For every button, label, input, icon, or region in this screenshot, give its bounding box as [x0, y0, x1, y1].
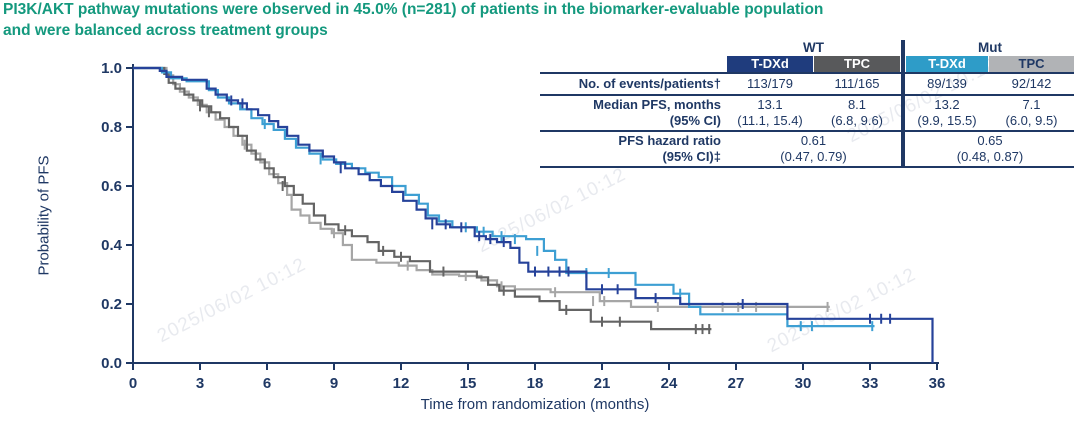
y-axis-title: Probability of PFS [35, 155, 53, 276]
events-mut-tdxd: 89/139 [927, 76, 967, 91]
col-header-mut-tpc: TPC [989, 56, 1074, 72]
median-wt-tdxd: 13.1 [757, 97, 783, 112]
x-tick-label: 12 [393, 375, 410, 392]
x-tick-label: 3 [196, 375, 204, 392]
events-wt-tdxd: 113/179 [746, 76, 794, 91]
row-label-events: No. of events/patients† [578, 76, 721, 91]
y-tick-label: 0.0 [101, 355, 122, 372]
median-mut-tpc: 7.1 [1022, 97, 1041, 112]
x-tick-label: 21 [594, 375, 611, 392]
row-label-median-ci: (95% CI) [669, 113, 721, 128]
y-tick-label: 0.8 [101, 119, 122, 136]
col-header-wt-tdxd: T-DXd [727, 56, 813, 72]
events-wt-tpc: 111/165 [834, 76, 880, 91]
wt-mut-divider [901, 40, 905, 168]
group-header-mut: Mut [978, 40, 1002, 55]
row-label-median: Median PFS, months [593, 97, 721, 112]
median-mut-tdxd: 13.2 [934, 97, 960, 112]
pfs-summary-table: WT Mut T-DXd TPC T-DXd TPC No. of events… [540, 40, 1074, 170]
table-rule [540, 72, 1074, 74]
table-rule [540, 130, 1074, 132]
hr-wt: 0.61 [800, 133, 827, 148]
hr-mut: 0.65 [977, 133, 1003, 148]
y-tick-label: 0.4 [101, 237, 123, 254]
y-tick-label: 0.6 [101, 178, 122, 195]
row-label-hr-ci: (95% CI)‡ [662, 149, 721, 164]
col-header-mut-tdxd: T-DXd [906, 56, 988, 72]
x-tick-label: 0 [129, 375, 137, 392]
x-tick-label: 33 [862, 375, 879, 392]
y-tick-label: 0.2 [101, 296, 122, 313]
x-tick-label: 24 [661, 375, 678, 392]
figure-title: PI3K/AKT pathway mutations were observed… [3, 0, 823, 41]
col-header-wt-tpc: TPC [814, 56, 900, 72]
median-wt-tdxd-ci: (11.1, 15.4) [737, 113, 803, 128]
y-tick-label: 1.0 [101, 60, 122, 77]
group-header-wt: WT [803, 40, 824, 55]
hr-mut-ci: (0.48, 0.87) [956, 149, 1024, 164]
x-tick-label: 18 [527, 375, 544, 392]
x-tick-label: 27 [728, 375, 745, 392]
km-curve-wt-tpc [133, 66, 712, 331]
x-tick-label: 9 [330, 375, 338, 392]
median-mut-tpc-ci: (6.0, 9.5) [1005, 113, 1058, 128]
median-wt-tpc: 8.1 [847, 97, 867, 112]
x-tick-label: 15 [460, 375, 477, 392]
x-tick-label: 36 [929, 375, 946, 392]
x-tick-label: 30 [795, 375, 812, 392]
events-mut-tpc: 92/142 [1011, 76, 1052, 91]
median-wt-tpc-ci: (6.8, 9.6) [830, 113, 884, 128]
figure-title-line2: and were balanced across treatment group… [3, 22, 328, 39]
row-label-hr: PFS hazard ratio [618, 133, 721, 148]
figure-title-line1: PI3K/AKT pathway mutations were observed… [3, 1, 824, 18]
hr-wt-ci: (0.47, 0.79) [780, 149, 847, 164]
table-rule [540, 94, 1074, 96]
median-mut-tdxd-ci: (9.9, 15.5) [917, 113, 977, 128]
x-axis-title: Time from randomization (months) [420, 396, 650, 413]
km-curve-mut-tdxd [133, 66, 875, 328]
table-rule [540, 166, 1074, 168]
x-tick-label: 6 [263, 375, 271, 392]
